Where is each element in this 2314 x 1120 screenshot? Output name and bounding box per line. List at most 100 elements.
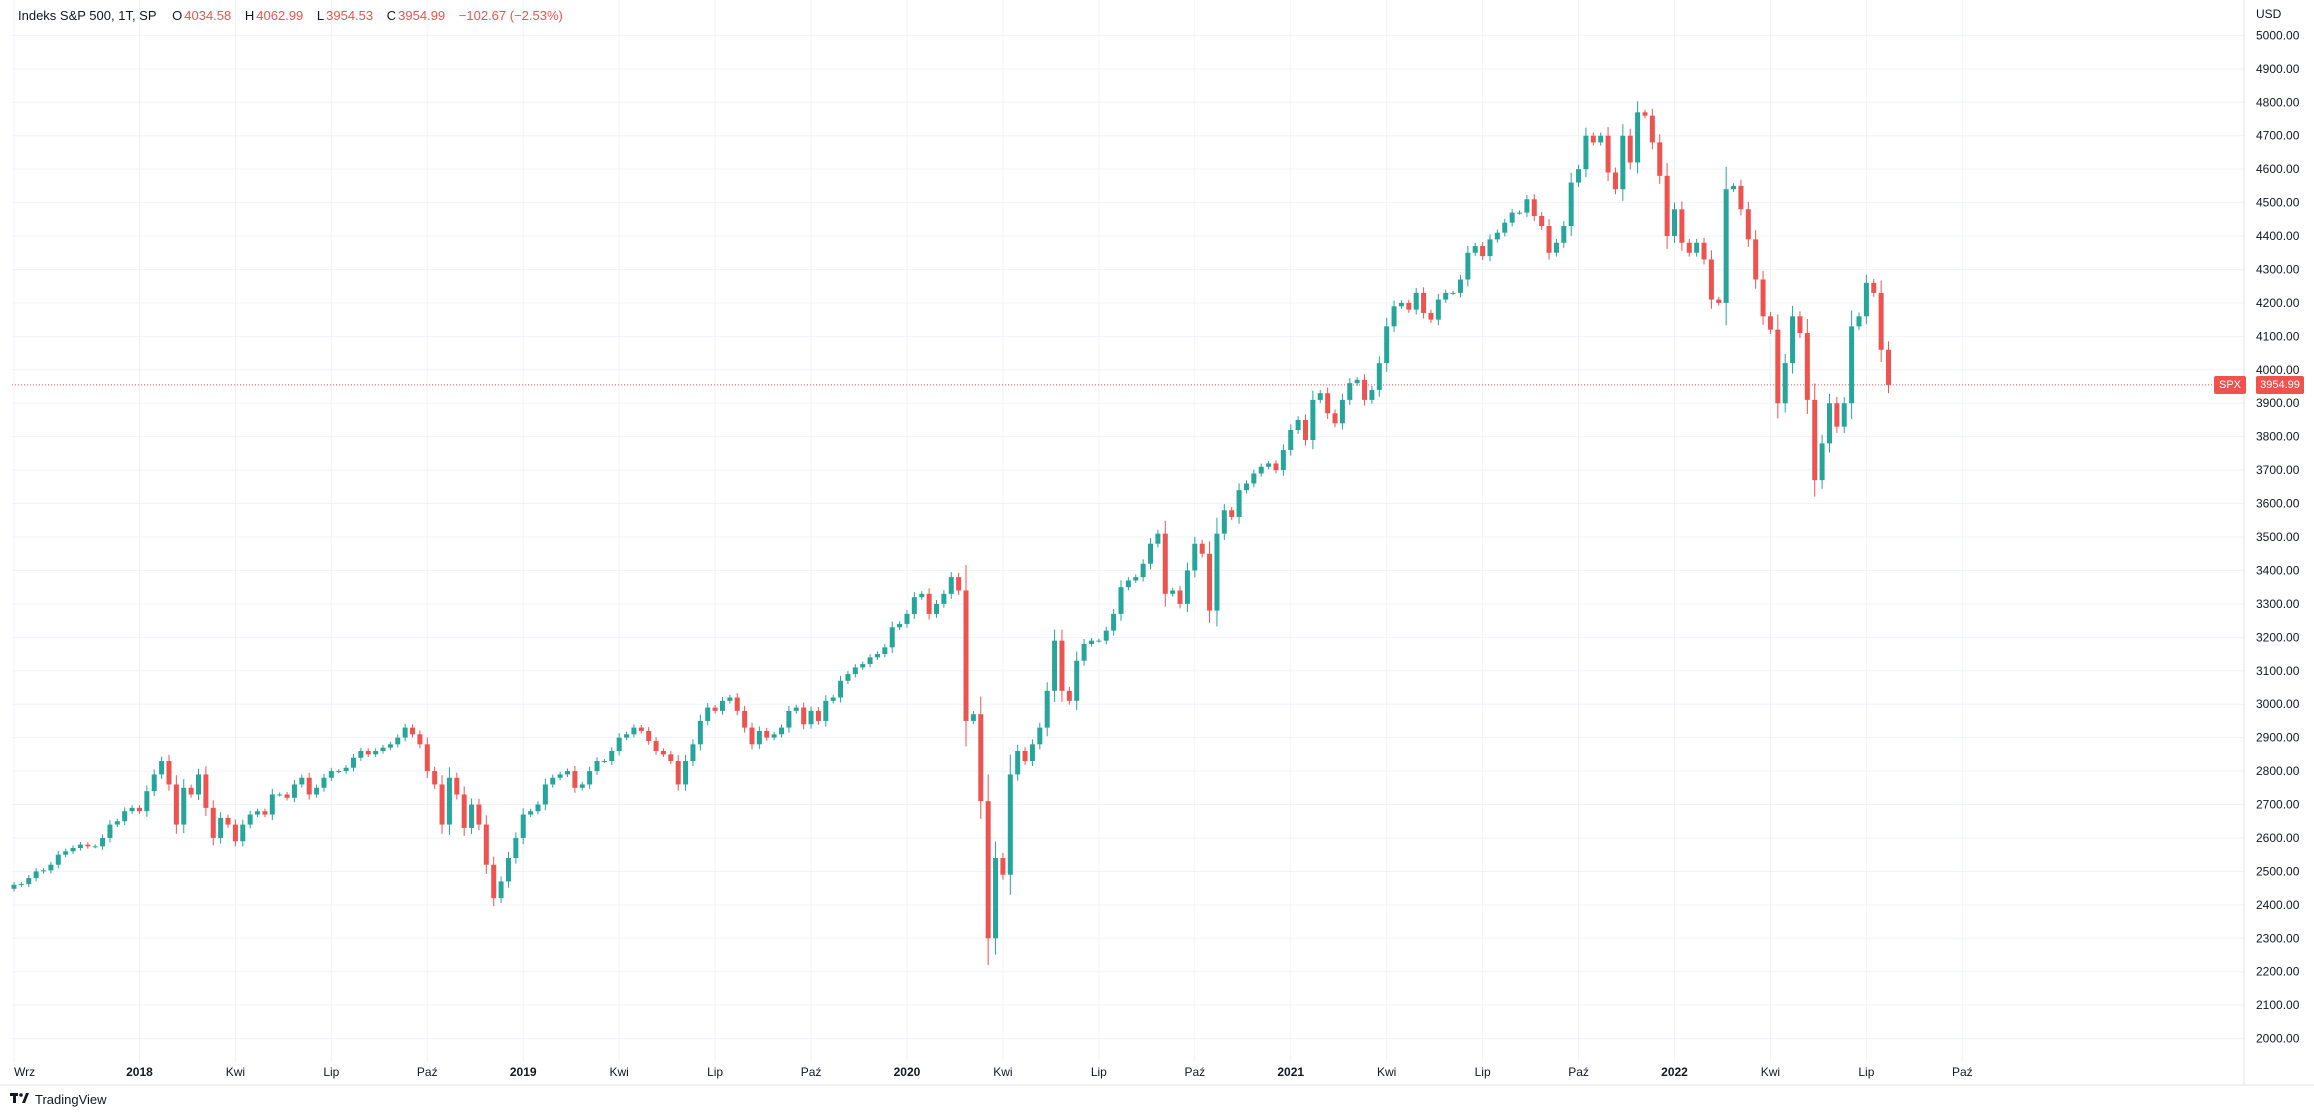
open-value: 4034.58: [184, 8, 232, 23]
candle-body: [882, 647, 888, 655]
candle-body: [572, 771, 578, 788]
candle-body: [889, 627, 895, 648]
candle-body: [1125, 580, 1131, 588]
candle-body: [306, 777, 312, 795]
price-tick-label: 4800.00: [2256, 95, 2300, 109]
time-tick-label: Paź: [801, 1065, 822, 1079]
currency-label[interactable]: USD: [2256, 7, 2282, 21]
candle-body: [557, 774, 563, 778]
candle-body: [11, 884, 17, 889]
price-tick-label: 2000.00: [2256, 1032, 2300, 1046]
candle-body: [365, 751, 371, 755]
price-tick-label: 2500.00: [2256, 864, 2300, 878]
candle-body: [1568, 182, 1574, 227]
candle-body: [1376, 363, 1382, 390]
time-tick-label: Kwi: [1761, 1065, 1780, 1079]
candle-body: [1583, 135, 1589, 170]
candle-body: [1162, 533, 1168, 594]
price-axis[interactable]: 2000.00 2100.00 2200.00 2300.00 2400.00 2500.…: [2256, 28, 2300, 1045]
candle-body: [631, 727, 637, 735]
candle-body: [985, 801, 991, 939]
candle-body: [1679, 209, 1685, 243]
candle-body: [1457, 279, 1463, 293]
time-tick-label: Lip: [1475, 1065, 1491, 1079]
time-tick-label: Lip: [1091, 1065, 1107, 1079]
candle-body: [1140, 563, 1146, 578]
candle-body: [1819, 443, 1825, 481]
time-tick-label: Lip: [707, 1065, 723, 1079]
price-tick-label: 3600.00: [2256, 497, 2300, 511]
symbol-title[interactable]: Indeks S&P 500, 1T, SP: [18, 8, 157, 23]
close-label: C: [386, 8, 397, 23]
candle-body: [1354, 379, 1360, 384]
candle-body: [653, 740, 659, 752]
tradingview-brand[interactable]: TradingView: [10, 1092, 107, 1107]
candle-body: [1015, 751, 1021, 775]
candle-body: [956, 577, 962, 591]
candle-body: [535, 804, 541, 812]
candle-body: [314, 787, 320, 795]
time-tick-label: Kwi: [609, 1065, 628, 1079]
candle-body: [675, 761, 681, 785]
time-tick-label: Paź: [1184, 1065, 1205, 1079]
candle-body: [1118, 587, 1124, 614]
candle-body: [734, 697, 740, 711]
candle-body: [387, 744, 393, 748]
candle-body: [624, 734, 630, 738]
candle-body: [1708, 259, 1714, 300]
candle-body: [1443, 292, 1449, 300]
candle-body: [1155, 533, 1161, 544]
candle-body: [173, 784, 179, 825]
candle-body: [107, 824, 113, 838]
price-tick-label: 2300.00: [2256, 931, 2300, 945]
candle-body: [1295, 419, 1301, 430]
candle-body: [565, 771, 570, 775]
candle-body: [1074, 660, 1080, 701]
candle-body: [63, 851, 69, 855]
price-tick-label: 3100.00: [2256, 664, 2300, 678]
candle-body: [1863, 282, 1869, 317]
price-tick-label: 4700.00: [2256, 129, 2300, 143]
price-tick-label: 3800.00: [2256, 430, 2300, 444]
candle-body: [1022, 751, 1028, 762]
candle-body: [852, 667, 858, 675]
candle-body: [1871, 282, 1877, 293]
price-tick-label: 2100.00: [2256, 998, 2300, 1012]
candle-body: [587, 771, 593, 785]
price-tick-label: 3000.00: [2256, 697, 2300, 711]
candle-body: [1192, 543, 1198, 571]
price-tick-label: 4400.00: [2256, 229, 2300, 243]
candle-body: [1642, 112, 1648, 116]
candle-body: [483, 824, 489, 865]
time-tick-label: 2018: [126, 1065, 153, 1079]
candle-body: [1103, 630, 1109, 641]
candle-body: [1325, 393, 1331, 414]
time-tick-label: Lip: [1858, 1065, 1874, 1079]
candle-body: [343, 767, 349, 772]
candle-body: [978, 714, 984, 802]
price-tick-label: 4300.00: [2256, 262, 2300, 276]
candle-body: [1598, 135, 1604, 143]
candle-body: [410, 727, 416, 735]
candle-body: [1576, 169, 1582, 183]
candle-body: [1052, 640, 1058, 691]
candle-body: [1841, 403, 1847, 427]
candle-body: [1731, 185, 1737, 190]
price-tick-label: 2400.00: [2256, 898, 2300, 912]
candle-body: [284, 794, 290, 798]
candle-body: [1694, 242, 1700, 253]
last-price-tag: 3954.99: [2256, 375, 2304, 394]
candle-body: [830, 697, 836, 701]
candle-body: [1369, 389, 1375, 400]
candle-body: [1627, 135, 1633, 163]
candle-body: [838, 680, 844, 698]
time-axis[interactable]: Wrz 2018 Kwi Lip Paź 2019 Kwi Lip Paź 2020 Kwi Lip P…: [14, 1065, 1973, 1079]
candle-body: [1280, 450, 1286, 471]
candle-body: [528, 811, 534, 815]
price-tick-label: 4000.00: [2256, 363, 2300, 377]
candle-body: [1184, 570, 1190, 604]
candle-body: [1775, 329, 1781, 404]
candle-body: [1384, 326, 1390, 364]
time-tick-label: 2019: [510, 1065, 537, 1079]
